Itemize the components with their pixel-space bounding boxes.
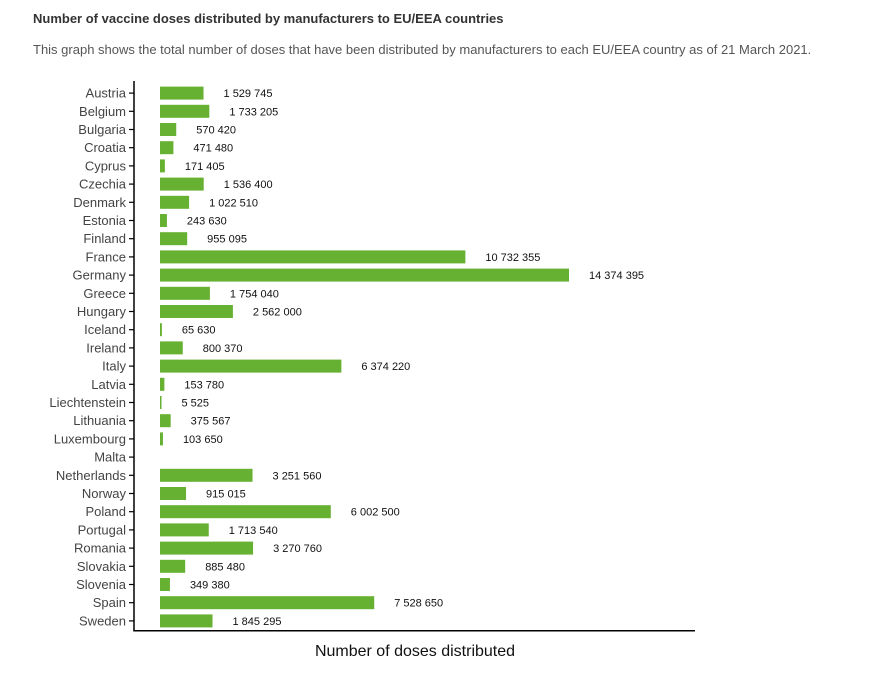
bar-poland[interactable] bbox=[160, 505, 331, 519]
value-label-denmark: 1 022 510 bbox=[209, 197, 258, 209]
bar-greece[interactable] bbox=[160, 286, 210, 300]
y-tick-label-estonia: Estonia bbox=[83, 213, 127, 228]
bar-netherlands[interactable] bbox=[160, 468, 253, 482]
bar-luxembourg[interactable] bbox=[160, 432, 163, 446]
y-tick-label-slovakia: Slovakia bbox=[77, 559, 127, 574]
y-tick-label-czechia: Czechia bbox=[79, 177, 127, 192]
y-tick-label-slovenia: Slovenia bbox=[76, 577, 127, 592]
bar-belgium[interactable] bbox=[160, 104, 210, 118]
y-axis-ticks: Austria Belgium Bulgaria Croatia Cyprus Czech… bbox=[49, 86, 134, 628]
bar-sweden[interactable] bbox=[160, 614, 213, 628]
bar-spain[interactable] bbox=[160, 596, 375, 610]
value-label-luxembourg: 103 650 bbox=[183, 434, 223, 446]
bar-lithuania[interactable] bbox=[160, 414, 171, 428]
bar-portugal[interactable] bbox=[160, 523, 209, 537]
y-tick-label-portugal: Portugal bbox=[78, 522, 127, 537]
y-tick-label-netherlands: Netherlands bbox=[56, 468, 127, 483]
y-tick-label-bulgaria: Bulgaria bbox=[78, 122, 126, 137]
y-tick-label-sweden: Sweden bbox=[79, 613, 126, 628]
value-label-slovakia: 885 480 bbox=[205, 561, 245, 573]
y-tick-label-hungary: Hungary bbox=[77, 304, 127, 319]
value-label-romania: 3 270 760 bbox=[273, 543, 322, 555]
value-label-spain: 7 528 650 bbox=[394, 598, 443, 610]
y-tick-label-latvia: Latvia bbox=[91, 377, 126, 392]
y-tick-label-cyprus: Cyprus bbox=[85, 158, 127, 173]
bar-germany[interactable] bbox=[160, 268, 569, 282]
bar-france[interactable] bbox=[160, 250, 466, 264]
y-tick-label-romania: Romania bbox=[74, 541, 127, 556]
y-tick-label-spain: Spain bbox=[93, 595, 126, 610]
bar-romania[interactable] bbox=[160, 541, 254, 555]
value-label-liechtenstein: 5 525 bbox=[182, 398, 210, 410]
value-label-greece: 1 754 040 bbox=[230, 288, 279, 300]
bar-italy[interactable] bbox=[160, 359, 342, 373]
value-label-sweden: 1 845 295 bbox=[233, 616, 282, 628]
chart-subtitle: This graph shows the total number of dos… bbox=[33, 42, 812, 57]
value-label-france: 10 732 355 bbox=[485, 252, 540, 264]
bar-denmark[interactable] bbox=[160, 195, 190, 209]
y-tick-label-lithuania: Lithuania bbox=[73, 413, 127, 428]
bar-austria[interactable] bbox=[160, 86, 204, 100]
bar-estonia[interactable] bbox=[160, 214, 167, 227]
value-label-hungary: 2 562 000 bbox=[253, 307, 302, 319]
y-tick-label-france: France bbox=[86, 249, 126, 264]
value-label-germany: 14 374 395 bbox=[589, 270, 644, 282]
y-tick-label-malta: Malta bbox=[94, 450, 127, 465]
bar-liechtenstein[interactable] bbox=[160, 396, 162, 409]
bar-croatia[interactable] bbox=[160, 141, 174, 155]
value-label-norway: 915 015 bbox=[206, 489, 246, 501]
value-label-lithuania: 375 567 bbox=[191, 416, 231, 428]
y-tick-label-greece: Greece bbox=[83, 286, 126, 301]
value-label-bulgaria: 570 420 bbox=[196, 125, 236, 137]
value-label-czechia: 1 536 400 bbox=[224, 179, 273, 191]
value-label-poland: 6 002 500 bbox=[351, 507, 400, 519]
bar-slovakia[interactable] bbox=[160, 559, 186, 573]
bar-finland[interactable] bbox=[160, 232, 188, 246]
chart-title: Number of vaccine doses distributed by m… bbox=[33, 11, 504, 26]
y-tick-label-liechtenstein: Liechtenstein bbox=[49, 395, 126, 410]
y-tick-label-poland: Poland bbox=[86, 504, 126, 519]
value-label-iceland: 65 630 bbox=[182, 325, 216, 337]
y-tick-label-belgium: Belgium bbox=[79, 104, 126, 119]
value-label-netherlands: 3 251 560 bbox=[273, 470, 322, 482]
y-tick-label-finland: Finland bbox=[83, 231, 126, 246]
value-label-ireland: 800 370 bbox=[203, 343, 243, 355]
value-label-portugal: 1 713 540 bbox=[229, 525, 278, 537]
value-label-finland: 955 095 bbox=[207, 234, 247, 246]
bar-hungary[interactable] bbox=[160, 305, 233, 318]
value-label-croatia: 471 480 bbox=[193, 143, 233, 155]
y-tick-label-croatia: Croatia bbox=[84, 140, 127, 155]
x-axis-title: Number of doses distributed bbox=[315, 643, 515, 660]
y-tick-label-italy: Italy bbox=[102, 359, 126, 374]
value-label-cyprus: 171 405 bbox=[185, 161, 225, 173]
bars-layer bbox=[160, 86, 569, 628]
bar-slovenia[interactable] bbox=[160, 578, 170, 591]
y-tick-label-luxembourg: Luxembourg bbox=[54, 431, 126, 446]
value-label-belgium: 1 733 205 bbox=[229, 106, 278, 118]
value-label-austria: 1 529 745 bbox=[224, 88, 273, 100]
y-tick-label-denmark: Denmark bbox=[73, 195, 126, 210]
bar-ireland[interactable] bbox=[160, 341, 183, 355]
y-tick-label-germany: Germany bbox=[73, 268, 127, 283]
y-tick-label-iceland: Iceland bbox=[84, 322, 126, 337]
value-label-italy: 6 374 220 bbox=[361, 361, 410, 373]
bar-latvia[interactable] bbox=[160, 377, 165, 391]
bar-cyprus[interactable] bbox=[160, 159, 165, 173]
value-labels-layer: 1 529 745 1 733 205 570 420 471 480 171 405 1… bbox=[182, 88, 645, 628]
y-tick-label-norway: Norway bbox=[82, 486, 127, 501]
bar-norway[interactable] bbox=[160, 487, 187, 500]
y-tick-label-austria: Austria bbox=[86, 86, 127, 101]
value-label-estonia: 243 630 bbox=[187, 216, 227, 228]
value-label-latvia: 153 780 bbox=[184, 379, 224, 391]
value-label-slovenia: 349 380 bbox=[190, 580, 230, 592]
bar-iceland[interactable] bbox=[160, 323, 162, 337]
bar-bulgaria[interactable] bbox=[160, 123, 177, 136]
bar-czechia[interactable] bbox=[160, 177, 204, 191]
y-tick-label-ireland: Ireland bbox=[86, 340, 126, 355]
